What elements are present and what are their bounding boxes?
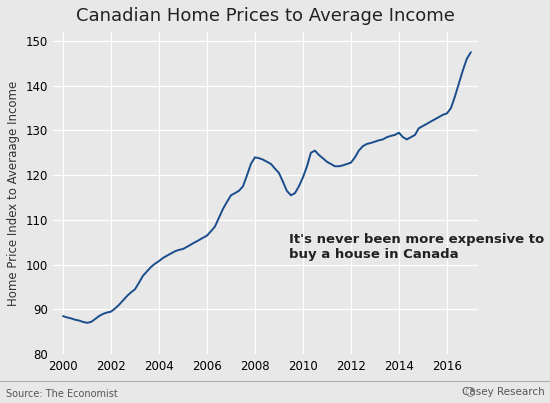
Text: ◔: ◔ xyxy=(465,384,476,397)
Text: Source: The Economist: Source: The Economist xyxy=(6,389,117,399)
Y-axis label: Home Price Index to Averaage Income: Home Price Index to Averaage Income xyxy=(7,81,20,306)
Title: Canadian Home Prices to Average Income: Canadian Home Prices to Average Income xyxy=(76,7,455,25)
Text: It's never been more expensive to
buy a house in Canada: It's never been more expensive to buy a … xyxy=(289,233,544,262)
Text: Casey Research: Casey Research xyxy=(462,387,544,397)
